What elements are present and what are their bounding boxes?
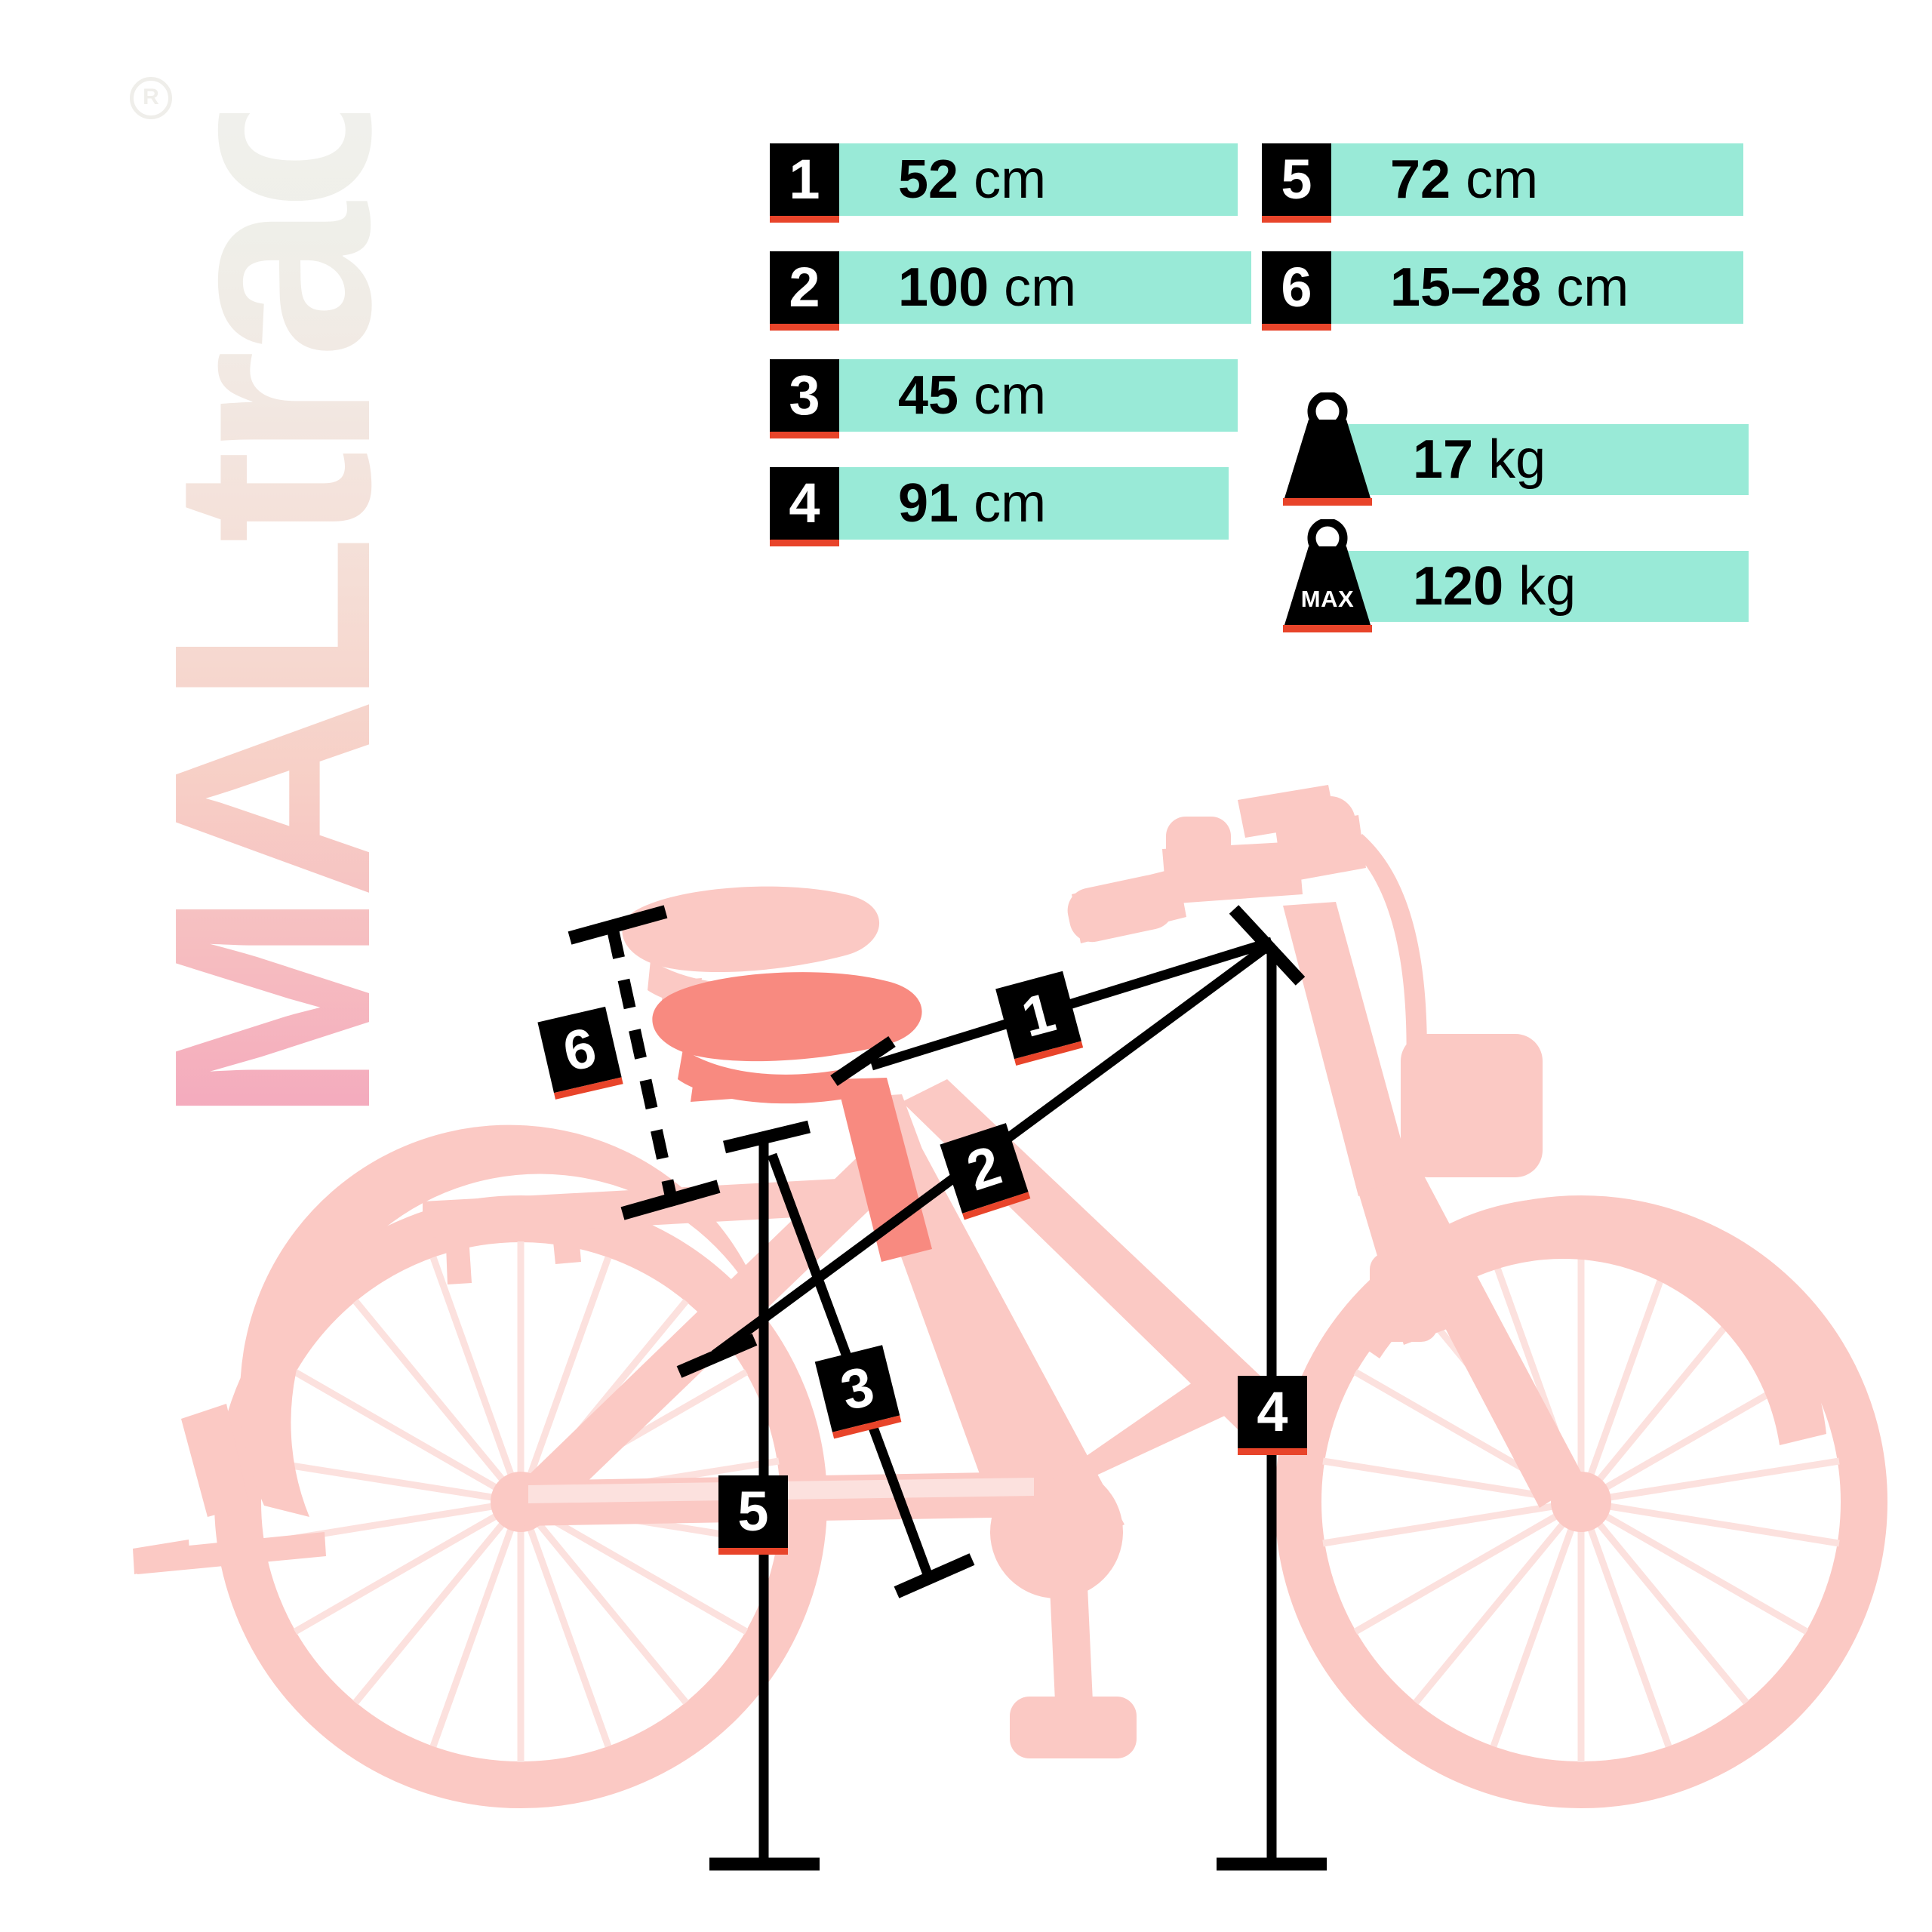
callout-badge-5: 5 (718, 1475, 788, 1555)
weight-unit: kg (1518, 556, 1577, 617)
spec-number: 91 (898, 473, 959, 534)
spec-badge-3: 3 (770, 359, 839, 438)
spec-value-5: 72 cm (1390, 143, 1538, 216)
spec-bar (815, 143, 1238, 216)
spec-badge-number: 6 (1281, 256, 1312, 318)
spec-unit: cm (1004, 257, 1077, 318)
callout-number: 4 (1257, 1380, 1288, 1443)
weight-number: 17 (1413, 429, 1474, 490)
spec-number: 15–28 (1390, 257, 1542, 318)
spec-badge-5: 5 (1262, 143, 1331, 223)
callout-underline (718, 1548, 788, 1555)
callout-underline (1238, 1448, 1307, 1455)
spec-badge-number: 5 (1281, 148, 1312, 211)
spec-unit: cm (974, 149, 1047, 210)
spec-badge-1: 1 (770, 143, 839, 223)
weight-max-icon (1283, 519, 1372, 632)
spec-value-4: 91 cm (898, 467, 1046, 540)
spec-badge-underline (770, 216, 839, 223)
spec-number: 45 (898, 365, 959, 426)
spec-badge-underline (770, 540, 839, 546)
spec-number: 72 (1390, 149, 1451, 210)
spec-badge-number: 3 (789, 364, 820, 426)
spec-bar (1307, 143, 1743, 216)
spec-unit: cm (974, 365, 1047, 426)
callout-badge-4: 4 (1238, 1376, 1307, 1455)
spec-badge-6: 6 (1262, 251, 1331, 331)
spec-badge-2: 2 (770, 251, 839, 331)
spec-bar (815, 467, 1229, 540)
spec-badge-underline (770, 324, 839, 331)
spec-bar (815, 251, 1251, 324)
spec-value-3: 45 cm (898, 359, 1046, 432)
spec-unit: cm (974, 473, 1047, 534)
weight-unit: kg (1488, 429, 1546, 490)
spec-value-6: 15–28 cm (1390, 251, 1629, 324)
spec-number: 100 (898, 257, 989, 318)
weight-number: 120 (1413, 556, 1504, 617)
spec-bar (1307, 251, 1743, 324)
spec-badge-number: 4 (789, 472, 820, 534)
weight-icon (1283, 392, 1372, 506)
spec-badge-underline (770, 432, 839, 438)
spec-unit: cm (1556, 257, 1629, 318)
weight-bar (1330, 424, 1749, 495)
spec-badge-number: 2 (789, 256, 820, 318)
callout-number: 5 (737, 1480, 769, 1543)
weight-value-net: 17 kg (1413, 424, 1546, 495)
spec-number: 52 (898, 149, 959, 210)
spec-unit: cm (1466, 149, 1539, 210)
spec-bar (815, 359, 1238, 432)
spec-badge-underline (1262, 324, 1331, 331)
weight-value-max: 120 kg (1413, 551, 1576, 622)
weight-bar (1330, 551, 1749, 622)
spec-value-1: 52 cm (898, 143, 1046, 216)
spec-badge-number: 1 (789, 148, 820, 211)
spec-badge-4: 4 (770, 467, 839, 546)
spec-badge-underline (1262, 216, 1331, 223)
spec-value-2: 100 cm (898, 251, 1076, 324)
